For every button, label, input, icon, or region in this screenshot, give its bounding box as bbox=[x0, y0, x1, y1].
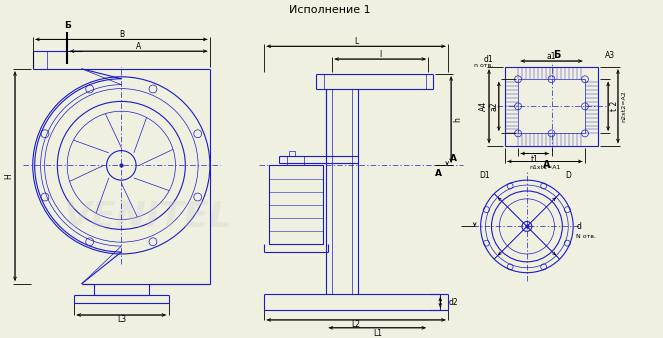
Bar bbox=[286, 155, 304, 165]
Bar bbox=[288, 151, 294, 155]
Text: n отв.: n отв. bbox=[473, 64, 493, 69]
Text: n2xt2=A2: n2xt2=A2 bbox=[621, 91, 627, 122]
Text: l: l bbox=[379, 50, 381, 58]
Text: L3: L3 bbox=[117, 315, 126, 324]
Text: D: D bbox=[566, 171, 572, 180]
Text: N отв.: N отв. bbox=[576, 234, 596, 239]
Text: A: A bbox=[136, 42, 141, 51]
Text: d2: d2 bbox=[448, 298, 457, 307]
Text: t1: t1 bbox=[531, 155, 539, 164]
Text: H: H bbox=[5, 173, 14, 179]
Text: A4: A4 bbox=[479, 101, 487, 112]
Text: A3: A3 bbox=[605, 51, 615, 59]
Text: h: h bbox=[453, 117, 463, 122]
Text: А: А bbox=[450, 154, 457, 163]
Text: Б: Б bbox=[64, 21, 71, 30]
Text: VENITEL: VENITEL bbox=[64, 199, 232, 234]
Text: L1: L1 bbox=[373, 329, 382, 338]
Bar bbox=[269, 165, 323, 244]
Text: Б: Б bbox=[553, 50, 560, 60]
Text: А: А bbox=[435, 169, 442, 178]
Text: B: B bbox=[119, 30, 124, 39]
Text: D1: D1 bbox=[479, 171, 490, 180]
Text: d: d bbox=[577, 222, 582, 231]
Text: d1: d1 bbox=[483, 54, 493, 64]
Text: n1xt1=A1: n1xt1=A1 bbox=[529, 165, 560, 170]
Text: t 2: t 2 bbox=[609, 101, 619, 112]
Text: Исполнение 1: Исполнение 1 bbox=[289, 5, 371, 15]
Text: А: А bbox=[543, 160, 550, 170]
Text: a1: a1 bbox=[547, 52, 556, 61]
Text: a2: a2 bbox=[489, 101, 499, 111]
Bar bbox=[505, 67, 598, 146]
Text: L: L bbox=[354, 37, 358, 46]
Bar bbox=[518, 79, 585, 134]
Text: L2: L2 bbox=[351, 320, 361, 329]
